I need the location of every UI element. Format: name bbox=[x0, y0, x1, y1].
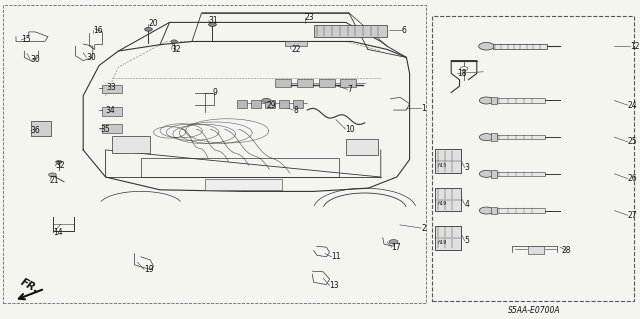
Text: 29: 29 bbox=[266, 101, 276, 110]
Text: 35: 35 bbox=[100, 125, 110, 134]
Bar bbox=[435, 149, 461, 173]
Text: 8: 8 bbox=[293, 106, 298, 115]
Text: 6: 6 bbox=[402, 26, 407, 35]
Circle shape bbox=[262, 98, 271, 103]
Circle shape bbox=[479, 97, 493, 104]
Text: 1: 1 bbox=[421, 104, 426, 113]
Text: 14: 14 bbox=[53, 228, 63, 237]
Bar bbox=[435, 226, 461, 250]
Bar bbox=[528, 246, 544, 254]
Text: 21: 21 bbox=[50, 176, 60, 185]
Bar bbox=[314, 25, 387, 37]
Text: 5: 5 bbox=[465, 236, 470, 245]
Bar bbox=[237, 100, 247, 108]
Bar bbox=[491, 133, 497, 141]
Text: 24: 24 bbox=[628, 101, 637, 110]
Text: 28: 28 bbox=[562, 246, 571, 255]
Circle shape bbox=[145, 27, 152, 31]
Bar bbox=[493, 44, 547, 49]
Bar bbox=[102, 85, 122, 93]
Text: 13: 13 bbox=[330, 281, 339, 290]
Bar bbox=[491, 97, 497, 104]
Circle shape bbox=[479, 170, 493, 177]
Text: 12: 12 bbox=[630, 42, 640, 51]
Text: 4: 4 bbox=[465, 200, 470, 209]
Text: 31: 31 bbox=[209, 16, 218, 25]
Circle shape bbox=[479, 207, 493, 214]
Text: 32: 32 bbox=[172, 45, 181, 54]
Text: 7: 7 bbox=[348, 85, 353, 94]
Text: 16: 16 bbox=[93, 26, 102, 35]
Bar bbox=[432, 16, 634, 301]
Text: 32: 32 bbox=[55, 161, 65, 170]
Text: 30: 30 bbox=[30, 55, 40, 63]
Text: 19: 19 bbox=[144, 265, 154, 274]
Circle shape bbox=[479, 42, 494, 50]
Bar bbox=[251, 100, 261, 108]
Text: ñ19: ñ19 bbox=[437, 201, 446, 206]
Bar bbox=[102, 124, 122, 133]
Text: 26: 26 bbox=[628, 174, 637, 183]
Bar bbox=[319, 79, 335, 87]
Bar bbox=[497, 172, 545, 176]
Bar bbox=[265, 100, 275, 108]
Bar bbox=[346, 139, 378, 155]
Bar bbox=[435, 188, 461, 211]
Bar bbox=[112, 136, 150, 153]
Text: ñ19: ñ19 bbox=[437, 240, 446, 245]
Bar bbox=[102, 107, 122, 116]
Text: 25: 25 bbox=[628, 137, 637, 146]
Bar bbox=[491, 170, 497, 178]
Text: ñ15: ñ15 bbox=[437, 163, 447, 168]
Bar bbox=[205, 179, 282, 190]
Text: 17: 17 bbox=[392, 243, 401, 252]
Circle shape bbox=[479, 134, 493, 141]
Text: 22: 22 bbox=[291, 45, 301, 54]
Bar bbox=[293, 100, 303, 108]
Text: 23: 23 bbox=[305, 13, 314, 22]
Circle shape bbox=[209, 23, 216, 26]
Text: 18: 18 bbox=[458, 69, 467, 78]
Text: 15: 15 bbox=[21, 35, 31, 44]
Bar bbox=[340, 79, 356, 87]
Bar bbox=[285, 41, 307, 46]
Text: 3: 3 bbox=[465, 163, 470, 172]
Bar bbox=[279, 100, 289, 108]
Text: 36: 36 bbox=[31, 126, 40, 135]
Text: 20: 20 bbox=[148, 19, 158, 28]
Bar bbox=[3, 5, 426, 303]
Bar bbox=[31, 121, 51, 136]
Bar bbox=[491, 207, 497, 214]
Bar bbox=[497, 135, 545, 139]
Text: 34: 34 bbox=[106, 106, 115, 115]
Text: FR.: FR. bbox=[19, 277, 41, 295]
Text: 2: 2 bbox=[421, 224, 426, 233]
Text: 27: 27 bbox=[628, 211, 637, 220]
Bar bbox=[275, 79, 291, 87]
Circle shape bbox=[56, 160, 62, 164]
Text: 10: 10 bbox=[346, 125, 355, 134]
Text: 11: 11 bbox=[332, 252, 341, 261]
Circle shape bbox=[49, 173, 56, 177]
Text: 30: 30 bbox=[86, 53, 96, 62]
Circle shape bbox=[171, 40, 177, 43]
Text: 9: 9 bbox=[212, 88, 218, 97]
Bar bbox=[497, 208, 545, 213]
Text: S5AA-E0700A: S5AA-E0700A bbox=[508, 306, 561, 315]
Circle shape bbox=[460, 67, 468, 70]
Bar bbox=[497, 98, 545, 103]
Bar bbox=[297, 79, 313, 87]
Circle shape bbox=[389, 240, 398, 244]
Text: 33: 33 bbox=[107, 83, 116, 92]
